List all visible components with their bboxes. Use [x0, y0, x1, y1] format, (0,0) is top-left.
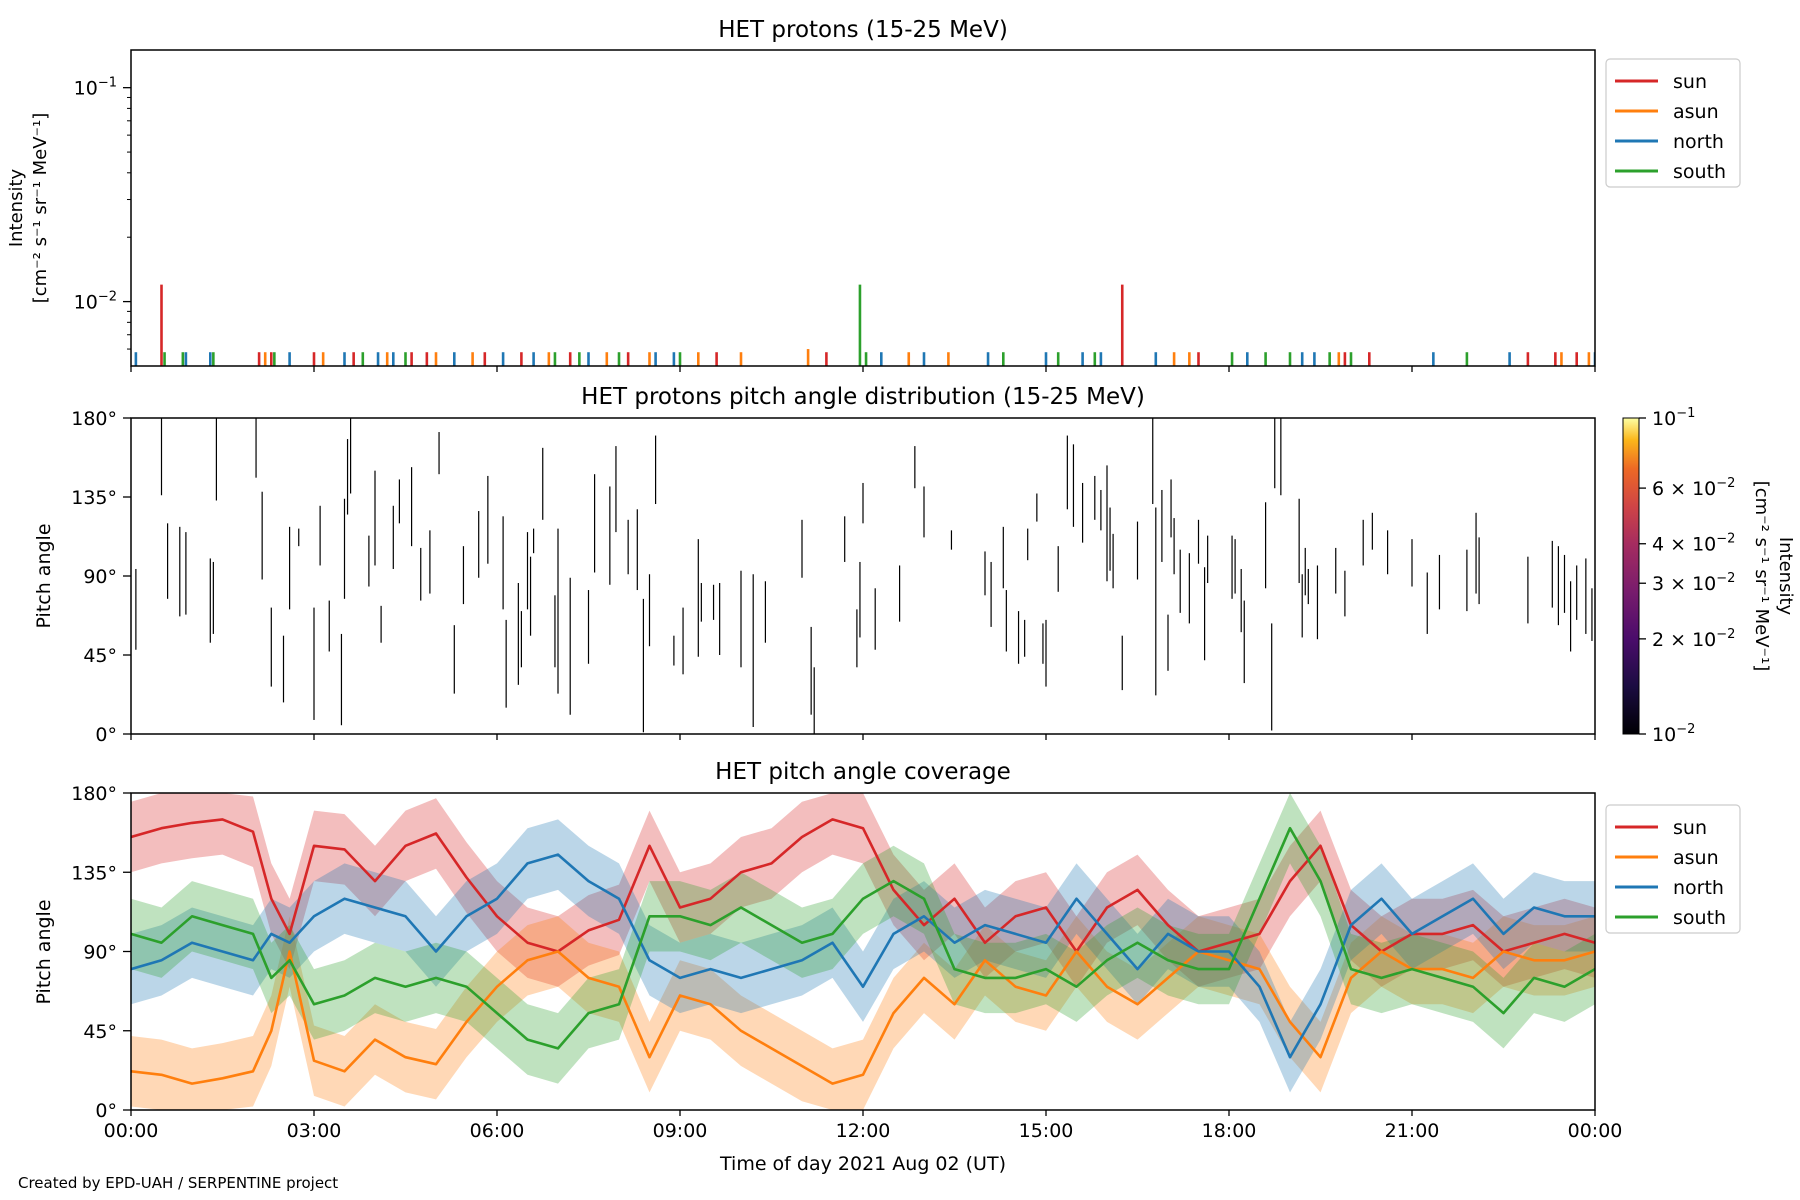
coverage-bands: [131, 793, 1595, 1110]
line-south: [131, 826, 1595, 1050]
legend-box: [1605, 58, 1741, 188]
intensity-ylabel-line2: [cm⁻² s⁻¹ sr⁻¹ MeV⁻¹]: [30, 113, 51, 304]
y-tick-label: 90°: [83, 942, 117, 964]
colorbar: 10−1 6 × 10−2 4 × 10−2 3 × 10−2 2 × 10−2 10−2…: [1622, 406, 1796, 746]
legend-label-south: south: [1673, 161, 1726, 183]
credit-text: Created by EPD-UAH / SERPENTINE project: [18, 1174, 339, 1192]
intensity-spikes: [134, 284, 1595, 366]
x-tick-label: 12:00: [836, 1120, 891, 1142]
legend-label-sun: sun: [1673, 71, 1707, 93]
legend-label-south: south: [1673, 907, 1726, 929]
colorbar-label-line1: Intensity: [1775, 537, 1796, 616]
x-tick-label: 00:00: [1568, 1120, 1623, 1142]
intensity-plot-frame: [130, 49, 1596, 367]
y-tick-label: 45°: [83, 1021, 117, 1043]
x-tick-label: 03:00: [287, 1120, 342, 1142]
band-sun: [131, 793, 1595, 987]
colorbar-ticks: 10−1 6 × 10−2 4 × 10−2 3 × 10−2 2 × 10−2 10−2: [1639, 406, 1735, 746]
coverage-panel: HET pitch angle coverage 0° 45° 90° 135° 180…: [33, 759, 1741, 1175]
colorbar-label-line2: [cm⁻² s⁻¹ sr⁻¹ MeV⁻¹]: [1751, 481, 1772, 672]
colorbar-gradient-bar: [1622, 417, 1640, 735]
y-tick-label: 0°: [95, 1100, 117, 1122]
x-tick-label: 06:00: [470, 1120, 525, 1142]
coverage-lines: [131, 818, 1595, 1085]
pad-y-axis-label: Pitch angle: [33, 523, 55, 628]
coverage-x-ticks: 00:00 03:00 06:00 09:00 12:00 15:00 18:00 21:00…: [104, 1110, 1623, 1142]
coverage-panel-title: HET pitch angle coverage: [715, 759, 1011, 785]
legend-label-asun: asun: [1673, 847, 1719, 869]
x-tick-label: 00:00: [104, 1120, 159, 1142]
x-tick-label: 21:00: [1385, 1120, 1440, 1142]
x-tick-label: 09:00: [653, 1120, 708, 1142]
coverage-y-axis-label: Pitch angle: [33, 899, 55, 1004]
x-axis-label: Time of day 2021 Aug 02 (UT): [719, 1153, 1006, 1175]
legend-box: [1605, 804, 1741, 934]
colorbar-tick-label: 10−2: [1652, 722, 1695, 746]
intensity-x-ticks: [130, 366, 1596, 372]
y-tick-label: 135°: [71, 487, 117, 509]
colorbar-tick-label: 10−1: [1652, 406, 1695, 430]
colorbar-tick-label: 4 × 10−2: [1652, 532, 1735, 556]
legend-label-north: north: [1673, 131, 1724, 153]
colorbar-tick-label: 3 × 10−2: [1652, 571, 1735, 595]
line-sun: [131, 818, 1595, 953]
colorbar-tick-label: 6 × 10−2: [1652, 476, 1735, 500]
x-tick-label: 15:00: [1019, 1120, 1074, 1142]
coverage-legend: sun asun north south: [1605, 804, 1741, 934]
intensity-y-axis-label: Intensity [cm⁻² s⁻¹ sr⁻¹ MeV⁻¹]: [6, 113, 51, 304]
line-north: [131, 853, 1595, 1059]
x-tick-label: 18:00: [1202, 1120, 1257, 1142]
pad-x-ticks: [130, 734, 1596, 740]
legend-label-sun: sun: [1673, 817, 1707, 839]
pad-segments: [135, 418, 1593, 734]
intensity-ylabel-line1: Intensity: [6, 168, 27, 247]
band-south: [131, 793, 1595, 1084]
y-tick-label: 90°: [83, 566, 117, 588]
legend-label-north: north: [1673, 877, 1724, 899]
pad-y-ticks: 0° 45° 90° 135° 180°: [71, 408, 131, 746]
line-asun: [131, 950, 1595, 1085]
intensity-y-ticks: 10−1 10−2: [74, 76, 131, 350]
legend-label-asun: asun: [1673, 101, 1719, 123]
intensity-panel: HET protons (15-25 MeV) 10−1 10−2 Intensi…: [6, 17, 1741, 372]
y-tick-label: 180°: [71, 408, 117, 430]
coverage-y-ticks: 0° 45° 90° 135° 180°: [71, 783, 131, 1122]
pad-panel: HET protons pitch angle distribution (15…: [33, 384, 1796, 746]
colorbar-tick-label: 2 × 10−2: [1652, 627, 1735, 651]
colorbar-label: Intensity [cm⁻² s⁻¹ sr⁻¹ MeV⁻¹]: [1751, 481, 1796, 672]
y-tick-label: 45°: [83, 645, 117, 667]
band-asun: [131, 916, 1595, 1110]
pad-panel-title: HET protons pitch angle distribution (15…: [581, 384, 1145, 410]
band-north: [131, 819, 1595, 1093]
intensity-panel-title: HET protons (15-25 MeV): [718, 17, 1008, 43]
y-tick-label: 10−1: [74, 76, 117, 100]
y-tick-label: 135°: [71, 862, 117, 884]
y-tick-label: 10−2: [74, 290, 117, 314]
intensity-legend: sun asun north south: [1605, 58, 1741, 188]
y-tick-label: 180°: [71, 783, 117, 805]
y-tick-label: 0°: [95, 724, 117, 746]
